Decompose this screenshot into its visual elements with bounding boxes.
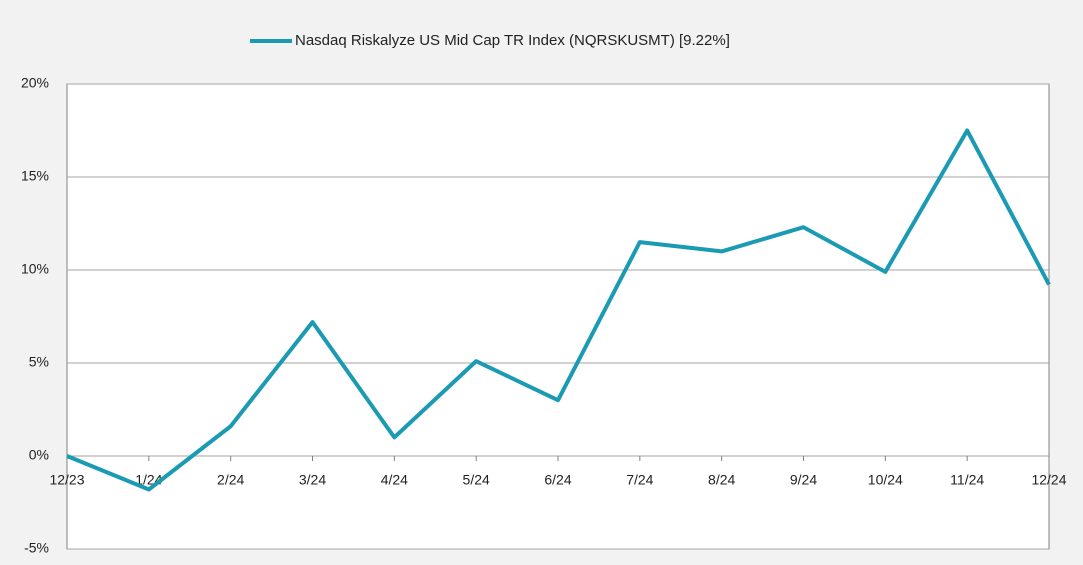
x-tick-label: 9/24 xyxy=(790,472,817,488)
legend-label: Nasdaq Riskalyze US Mid Cap TR Index (NQ… xyxy=(295,32,730,49)
y-tick-label: 0% xyxy=(29,447,49,463)
line xyxy=(66,128,1051,492)
y-tick-label: 20% xyxy=(21,75,49,91)
x-tick-label: 12/24 xyxy=(1031,472,1066,488)
x-tick-label: 10/24 xyxy=(868,472,903,488)
x-tick-label: 7/24 xyxy=(626,472,653,488)
plot-area xyxy=(66,83,1050,550)
y-tick-label: 5% xyxy=(29,354,49,370)
y-tick-label: -5% xyxy=(24,540,49,556)
x-tick-label: 11/24 xyxy=(950,472,984,488)
x-tick-label: 4/24 xyxy=(381,472,408,488)
x-tick-label: 6/24 xyxy=(544,472,571,488)
x-tick-label: 3/24 xyxy=(299,472,326,488)
x-tick-label: 12/23 xyxy=(49,472,84,488)
x-tick-label: 2/24 xyxy=(217,472,244,488)
y-tick-label: 15% xyxy=(21,168,49,184)
x-tick-label: 8/24 xyxy=(708,472,735,488)
x-tick-label: 5/24 xyxy=(463,472,490,488)
y-tick-label: 10% xyxy=(21,261,49,277)
